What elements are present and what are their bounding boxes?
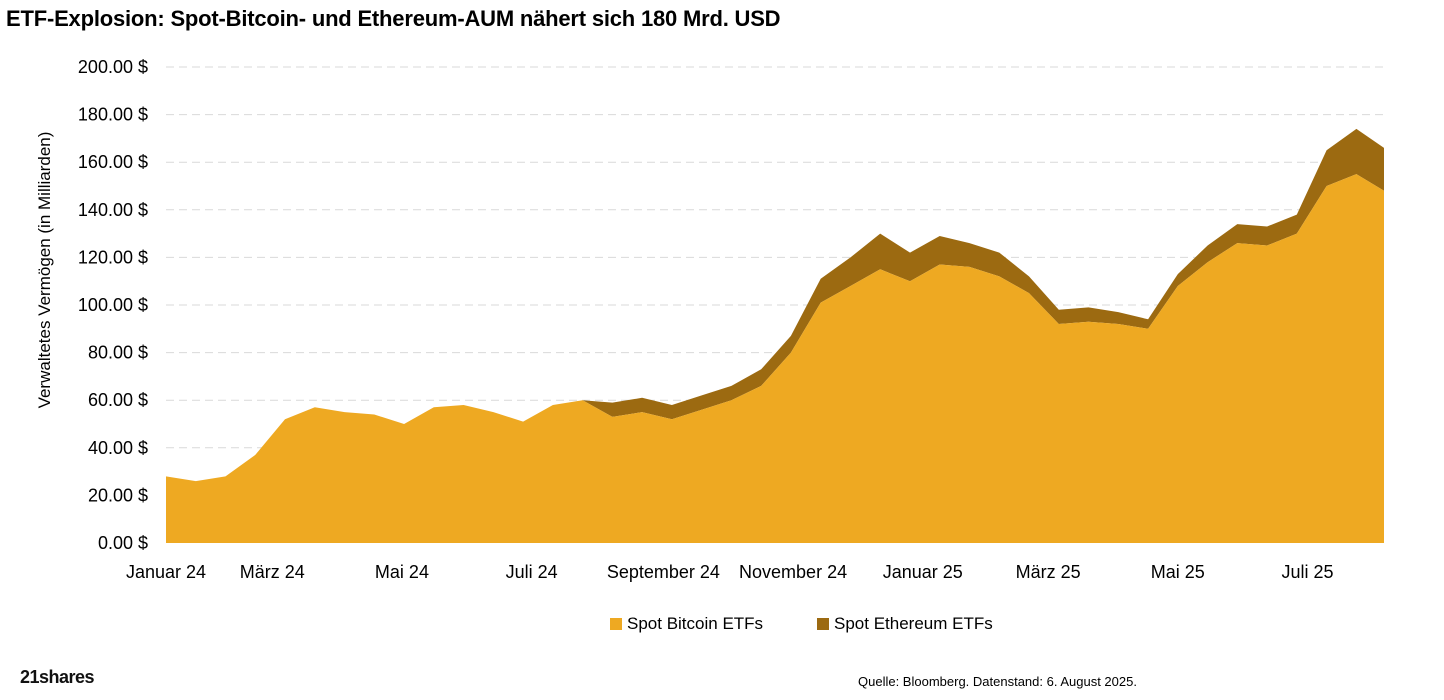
y-tick-label: 180.00 $ bbox=[78, 105, 148, 125]
chart-title: ETF-Explosion: Spot-Bitcoin- und Ethereu… bbox=[6, 6, 781, 31]
y-tick-label: 60.00 $ bbox=[88, 390, 148, 410]
x-tick-label: März 25 bbox=[1016, 562, 1081, 582]
y-tick-label: 80.00 $ bbox=[88, 343, 148, 363]
brand-logo: 21shares bbox=[20, 667, 95, 687]
area-layer bbox=[166, 128, 1384, 543]
x-tick-label: Mai 24 bbox=[375, 562, 429, 582]
source-note: Quelle: Bloomberg. Datenstand: 6. August… bbox=[858, 674, 1137, 689]
x-tick-label: November 24 bbox=[739, 562, 847, 582]
x-tick-label: Juli 25 bbox=[1281, 562, 1333, 582]
x-tick-label: Januar 25 bbox=[883, 562, 963, 582]
legend-swatch-ethereum bbox=[817, 618, 829, 630]
y-tick-label: 160.00 $ bbox=[78, 152, 148, 172]
x-tick-label: Januar 24 bbox=[126, 562, 206, 582]
legend-item-ethereum: Spot Ethereum ETFs bbox=[817, 614, 993, 634]
y-axis: 0.00 $ 20.00 $ 40.00 $ 60.00 $ 80.00 $ 100.00… bbox=[78, 57, 148, 553]
legend-label-ethereum: Spot Ethereum ETFs bbox=[834, 614, 993, 633]
y-tick-label: 140.00 $ bbox=[78, 200, 148, 220]
y-tick-label: 20.00 $ bbox=[88, 485, 148, 505]
x-tick-label: September 24 bbox=[607, 562, 720, 582]
y-tick-label: 40.00 $ bbox=[88, 438, 148, 458]
x-tick-label: Mai 25 bbox=[1151, 562, 1205, 582]
legend-item-bitcoin: Spot Bitcoin ETFs bbox=[610, 614, 763, 634]
y-tick-label: 120.00 $ bbox=[78, 247, 148, 267]
x-tick-label: März 24 bbox=[240, 562, 305, 582]
y-tick-label: 100.00 $ bbox=[78, 295, 148, 315]
y-axis-label: Verwaltetes Vermögen (in Milliarden) bbox=[35, 132, 54, 409]
legend-label-bitcoin: Spot Bitcoin ETFs bbox=[627, 614, 764, 633]
legend-swatch-bitcoin bbox=[610, 618, 622, 630]
y-tick-label: 200.00 $ bbox=[78, 57, 148, 77]
y-tick-label: 0.00 $ bbox=[98, 533, 148, 553]
x-tick-label: Juli 24 bbox=[506, 562, 558, 582]
x-axis: Januar 24 März 24 Mai 24 Juli 24 September 2… bbox=[126, 562, 1334, 582]
area-spot-bitcoin-etfs bbox=[166, 174, 1384, 543]
